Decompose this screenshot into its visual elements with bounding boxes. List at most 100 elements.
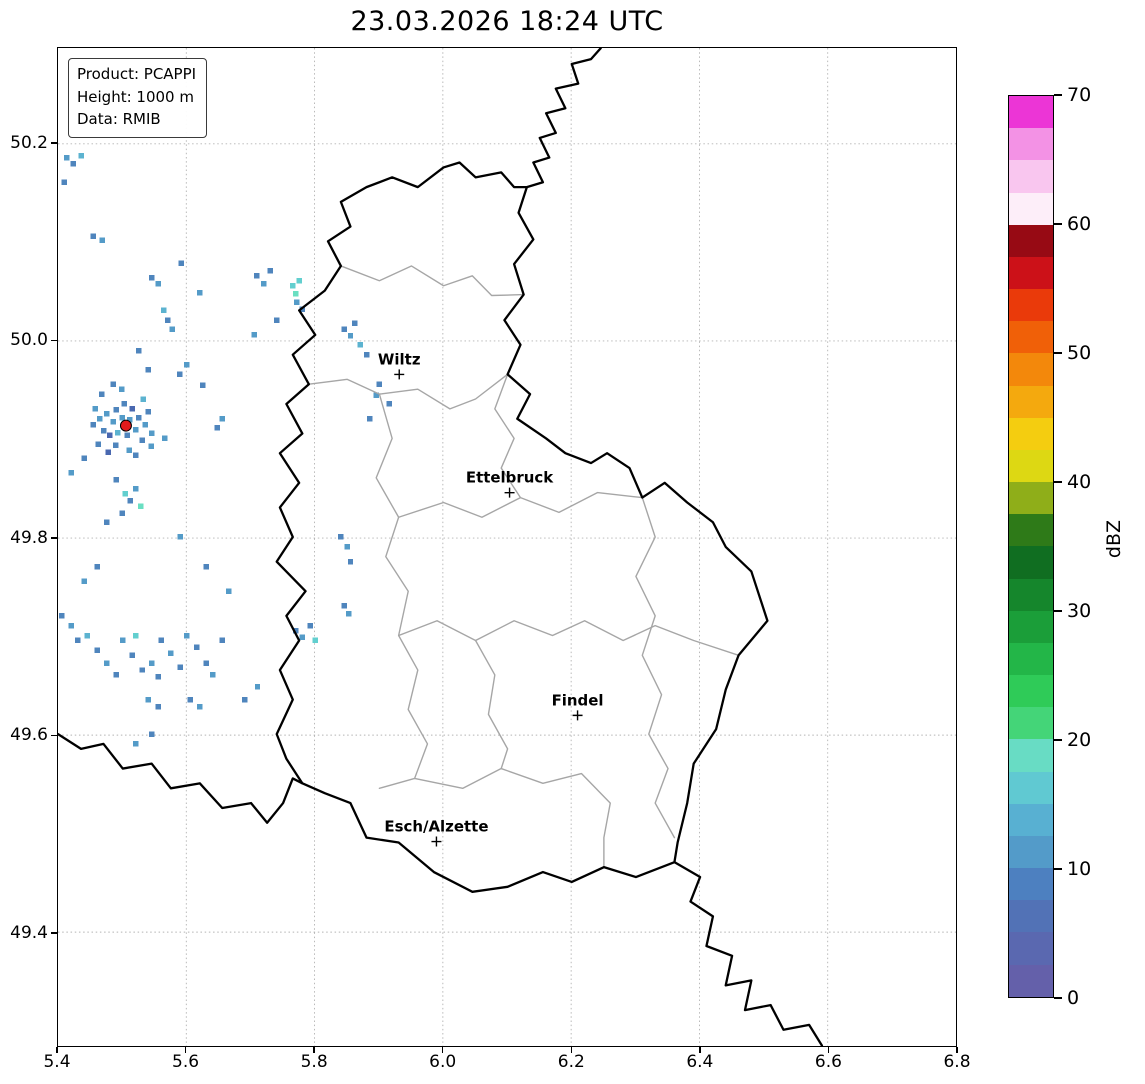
radar-echo-pixel bbox=[132, 485, 139, 492]
radar-echo-pixel bbox=[274, 317, 280, 323]
colorbar-tick bbox=[1054, 223, 1062, 225]
y-axis-tick-label: 49.8 bbox=[10, 527, 48, 548]
x-axis-tick bbox=[956, 1047, 958, 1053]
district-border bbox=[375, 393, 429, 780]
radar-echo-pixel bbox=[105, 449, 111, 455]
radar-echo-pixel bbox=[347, 558, 354, 565]
radar-echo-pixel bbox=[219, 415, 225, 422]
radar-echo-pixel bbox=[184, 361, 190, 368]
x-axis-tick-label: 6.8 bbox=[943, 1052, 971, 1072]
radar-echo-pixel bbox=[193, 644, 200, 651]
x-axis-tick-label: 6.2 bbox=[557, 1052, 585, 1072]
radar-echo-pixel bbox=[357, 342, 363, 348]
radar-echo-pixel bbox=[81, 455, 88, 461]
colorbar-segment bbox=[1009, 96, 1053, 129]
colorbar-tick bbox=[1054, 739, 1062, 741]
radar-echo-pixel bbox=[139, 667, 145, 673]
x-axis-tick bbox=[313, 1047, 315, 1053]
radar-echo-pixel bbox=[99, 237, 105, 244]
radar-echo-pixel bbox=[113, 672, 120, 678]
y-axis-tick-label: 50.2 bbox=[10, 132, 48, 153]
radar-echo-pixel bbox=[177, 534, 184, 540]
radar-echo-pixel bbox=[267, 268, 274, 274]
radar-echo-pixel bbox=[352, 320, 358, 326]
colorbar-axis-label: dBZ bbox=[1103, 519, 1125, 559]
radar-echo-pixel bbox=[254, 684, 261, 690]
colorbar-tick-label: 40 bbox=[1067, 471, 1092, 493]
radar-echo-pixel bbox=[155, 703, 161, 710]
colorbar-segment bbox=[1009, 964, 1053, 997]
city-label: Ettelbruck bbox=[466, 469, 554, 487]
radar-echo-pixel bbox=[177, 371, 183, 378]
colorbar-segment bbox=[1009, 868, 1053, 901]
radar-echo-pixel bbox=[119, 510, 125, 517]
city-marker bbox=[572, 710, 583, 721]
radar-echo-pixel bbox=[95, 441, 102, 448]
radar-echo-pixel bbox=[113, 407, 120, 413]
x-axis-tick bbox=[56, 1047, 58, 1053]
radar-echo-pixel bbox=[132, 452, 139, 458]
city-marker bbox=[504, 487, 515, 498]
radar-echo-pixel bbox=[121, 401, 127, 407]
radar-echo-pixel bbox=[148, 660, 155, 666]
radar-echo-pixel bbox=[347, 333, 354, 339]
radar-echo-pixel bbox=[203, 660, 209, 666]
city-marker bbox=[431, 836, 442, 847]
radar-echo-pixel bbox=[136, 414, 142, 421]
colorbar-segment bbox=[1009, 900, 1053, 933]
y-axis-tick bbox=[51, 734, 57, 737]
radar-echo-pixel bbox=[90, 233, 97, 240]
radar-echo-pixel bbox=[187, 696, 193, 703]
radar-echo-pixel bbox=[367, 415, 373, 422]
radar-echo-pixel bbox=[124, 432, 131, 439]
radar-echo-pixel bbox=[225, 588, 232, 594]
radar-echo-pixel bbox=[345, 611, 352, 617]
radar-echo-pixel bbox=[155, 281, 161, 287]
colorbar-tick-label: 30 bbox=[1067, 600, 1092, 622]
radar-echo-pixel bbox=[118, 386, 125, 392]
x-axis-tick bbox=[699, 1047, 701, 1053]
radar-echo-pixel bbox=[59, 613, 65, 619]
colorbar-segment bbox=[1009, 385, 1053, 418]
radar-echo-pixel bbox=[293, 299, 300, 306]
x-axis-tick-label: 6.0 bbox=[429, 1052, 457, 1072]
country-border bbox=[525, 48, 602, 189]
colorbar-tick-label: 10 bbox=[1067, 858, 1092, 880]
colorbar-tick-label: 20 bbox=[1067, 729, 1092, 751]
x-axis-tick-label: 5.8 bbox=[300, 1052, 328, 1072]
district-border bbox=[397, 491, 643, 518]
radar-echo-pixel bbox=[200, 382, 206, 389]
colorbar-tick bbox=[1054, 94, 1062, 96]
radar-echo-pixel bbox=[103, 660, 110, 666]
radar-echo-pixel bbox=[64, 154, 70, 161]
radar-echo-pixel bbox=[299, 306, 306, 313]
radar-echo-pixel bbox=[119, 414, 125, 421]
district-border bbox=[494, 373, 522, 499]
info-line-product: Product: PCAPPI bbox=[77, 65, 197, 83]
radar-echo-pixel bbox=[148, 731, 155, 737]
colorbar-segment bbox=[1009, 449, 1053, 483]
colorbar-tick bbox=[1054, 610, 1062, 612]
radar-echo-pixel bbox=[376, 381, 383, 388]
colorbar-segment bbox=[1009, 160, 1053, 193]
country-border bbox=[58, 732, 304, 824]
radar-echo-pixel bbox=[254, 273, 260, 279]
radar-echo-pixel bbox=[307, 622, 313, 629]
radar-echo-pixel bbox=[363, 351, 370, 358]
radar-echo-pixel bbox=[241, 696, 248, 703]
radar-echo-pixel bbox=[114, 429, 121, 436]
radar-echo-pixel bbox=[289, 282, 296, 289]
radar-echo-pixel bbox=[164, 317, 171, 323]
radar-echo-pixel bbox=[196, 289, 203, 296]
radar-echo-pixel bbox=[103, 411, 110, 417]
y-axis-tick bbox=[51, 339, 57, 342]
colorbar-segment bbox=[1009, 610, 1053, 643]
radar-echo-pixel bbox=[129, 652, 136, 658]
x-axis-tick-label: 5.6 bbox=[172, 1052, 200, 1072]
radar-echo-pixel bbox=[312, 637, 318, 644]
radar-echo-pixel bbox=[145, 409, 152, 415]
colorbar-segment bbox=[1009, 417, 1053, 450]
radar-echo-pixel bbox=[98, 391, 105, 397]
district-border bbox=[635, 496, 676, 839]
colorbar-segment bbox=[1009, 192, 1053, 225]
